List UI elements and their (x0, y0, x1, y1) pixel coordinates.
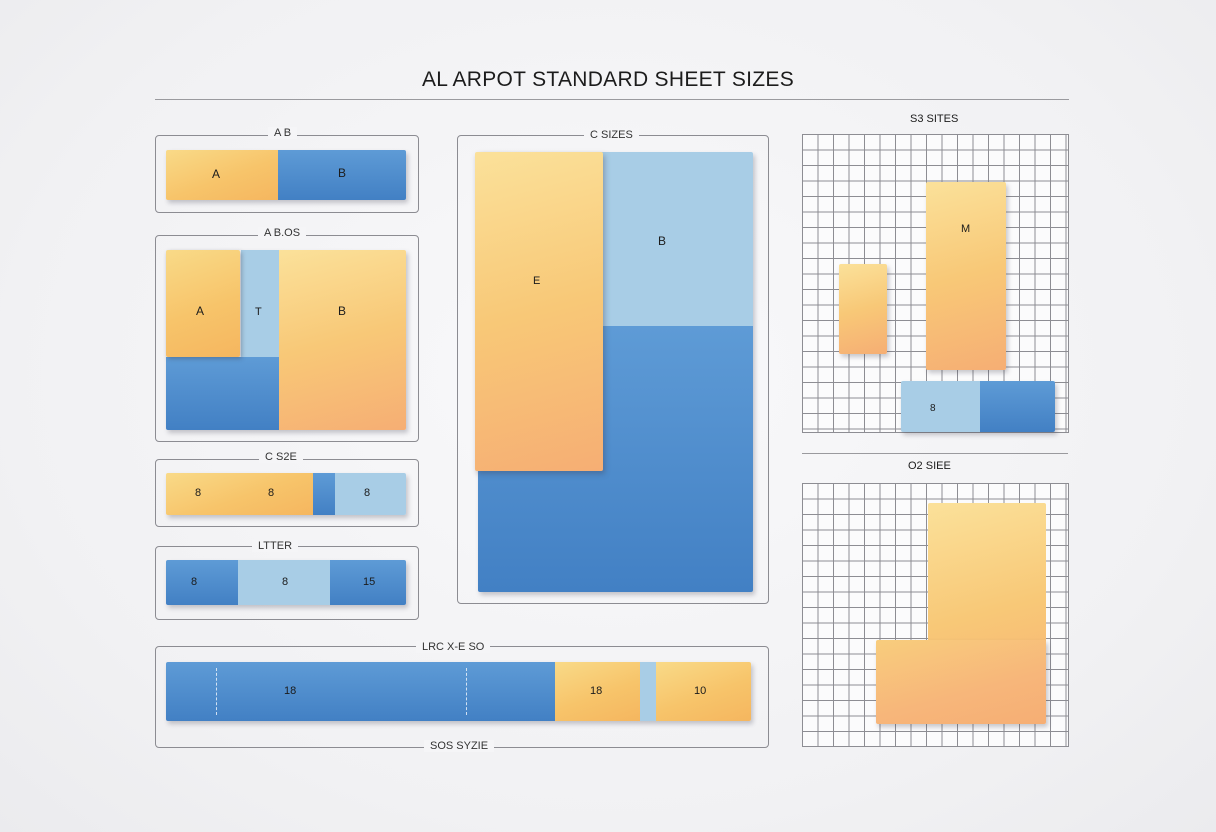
sheet-c-size: 8 8 8 (166, 473, 406, 515)
sheet-small (839, 264, 887, 354)
sheet-m (926, 182, 1006, 370)
panel-large-label: LRC X-E SO (416, 641, 491, 653)
segment-1 (901, 381, 980, 432)
sheet-t-label: T (255, 306, 262, 318)
sheet-bottom-left-segment (166, 357, 279, 430)
panel-ab-label: A B (268, 127, 298, 139)
panel-large-bottom-label: SOS SYZIE (424, 740, 495, 752)
segment-2 (313, 473, 335, 515)
segment-3 (335, 473, 406, 515)
segment-2 (555, 662, 640, 721)
sheet-large: 18 18 10 (166, 662, 751, 721)
sheet-t-segment (241, 250, 279, 357)
segment-1 (166, 662, 555, 721)
sheet-b-segment (278, 150, 406, 200)
segment-3-label: 8 (364, 487, 371, 499)
segment-1-label: 8 (195, 487, 202, 499)
sheet-strip: 8 (901, 381, 1055, 432)
sheet-e-label: E (533, 275, 541, 287)
segment-1 (166, 560, 238, 605)
page-title: AL ARPOT STANDARD SHEET SIZES (421, 68, 795, 91)
sheet-ab: A B (166, 150, 406, 200)
divider-o2 (802, 453, 1068, 454)
sheet-a-overlay (166, 250, 240, 357)
panel-o2-siee-label: O2 SIEE (908, 460, 951, 472)
segment-2-label: 8 (282, 576, 289, 588)
panel-letter-label: LTTER (252, 540, 299, 552)
sheet-o2-bottom (876, 640, 1046, 724)
fold-line-1 (216, 668, 217, 715)
segment-3 (640, 662, 656, 721)
segment-2 (238, 560, 330, 605)
sheet-letter: 8 8 15 (166, 560, 406, 605)
segment-1-label: 8 (930, 403, 936, 414)
sheet-b-label: B (338, 304, 347, 318)
title-divider (155, 99, 1069, 100)
panel-s3-sites-label: S3 SITES (910, 113, 959, 125)
segment-1 (166, 473, 313, 515)
segment-2 (980, 381, 1055, 432)
sheet-abos: T B (166, 250, 406, 430)
sheet-b-label: B (658, 234, 667, 248)
segment-3 (330, 560, 406, 605)
sheet-m-label: M (961, 223, 971, 235)
panel-c-sizes-label: C SIZES (584, 129, 639, 141)
panel-c-size-label: C S2E (259, 451, 303, 463)
segment-1-label: 8 (191, 576, 198, 588)
segment-3-label: 15 (363, 576, 376, 588)
sheet-a-label: A (196, 304, 205, 318)
sheet-a-segment (166, 150, 278, 200)
fold-line-2 (466, 668, 467, 715)
segment-4 (656, 662, 751, 721)
segment-2-label: 18 (590, 685, 603, 697)
sheet-e (475, 152, 603, 471)
segment-1-label: 18 (284, 685, 297, 697)
sheet-a-label: A (212, 167, 221, 181)
segment-2-label: 8 (268, 487, 275, 499)
panel-abos-label: A B.OS (258, 227, 307, 239)
sheet-b-segment (279, 250, 406, 430)
sheet-b-label: B (338, 166, 347, 180)
segment-4-label: 10 (694, 685, 707, 697)
